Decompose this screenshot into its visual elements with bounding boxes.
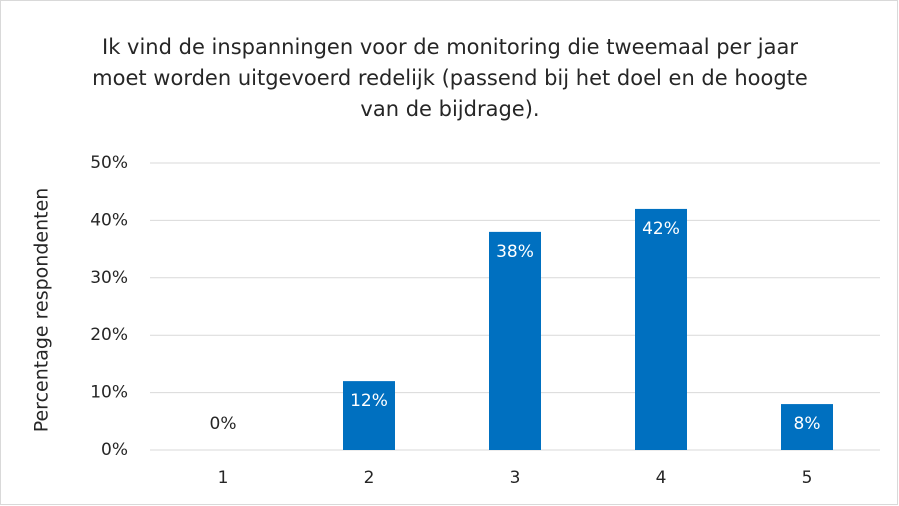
bar (343, 381, 395, 450)
bar (781, 404, 833, 450)
data-label: 8% (794, 414, 821, 434)
y-tick-label: 30% (90, 268, 128, 288)
y-tick-label: 20% (90, 325, 128, 345)
x-tick-label: 4 (656, 468, 667, 488)
y-tick-label: 40% (90, 210, 128, 230)
chart-title: Ik vind de inspanningen voor de monitori… (92, 35, 808, 121)
y-tick-label: 10% (90, 383, 128, 403)
y-axis-label: Percentage respondenten (31, 188, 53, 433)
x-tick-label: 1 (218, 468, 229, 488)
x-tick-label: 2 (364, 468, 375, 488)
bar (489, 231, 541, 450)
x-tick-label: 5 (802, 468, 813, 488)
x-tick-label: 3 (510, 468, 521, 488)
y-tick-label: 0% (101, 440, 128, 460)
data-label: 42% (642, 219, 680, 239)
data-label: 12% (350, 391, 388, 411)
data-label: 38% (496, 242, 534, 262)
y-tick-label: 50% (90, 153, 128, 173)
data-label: 0% (210, 414, 237, 434)
bar (635, 208, 687, 450)
